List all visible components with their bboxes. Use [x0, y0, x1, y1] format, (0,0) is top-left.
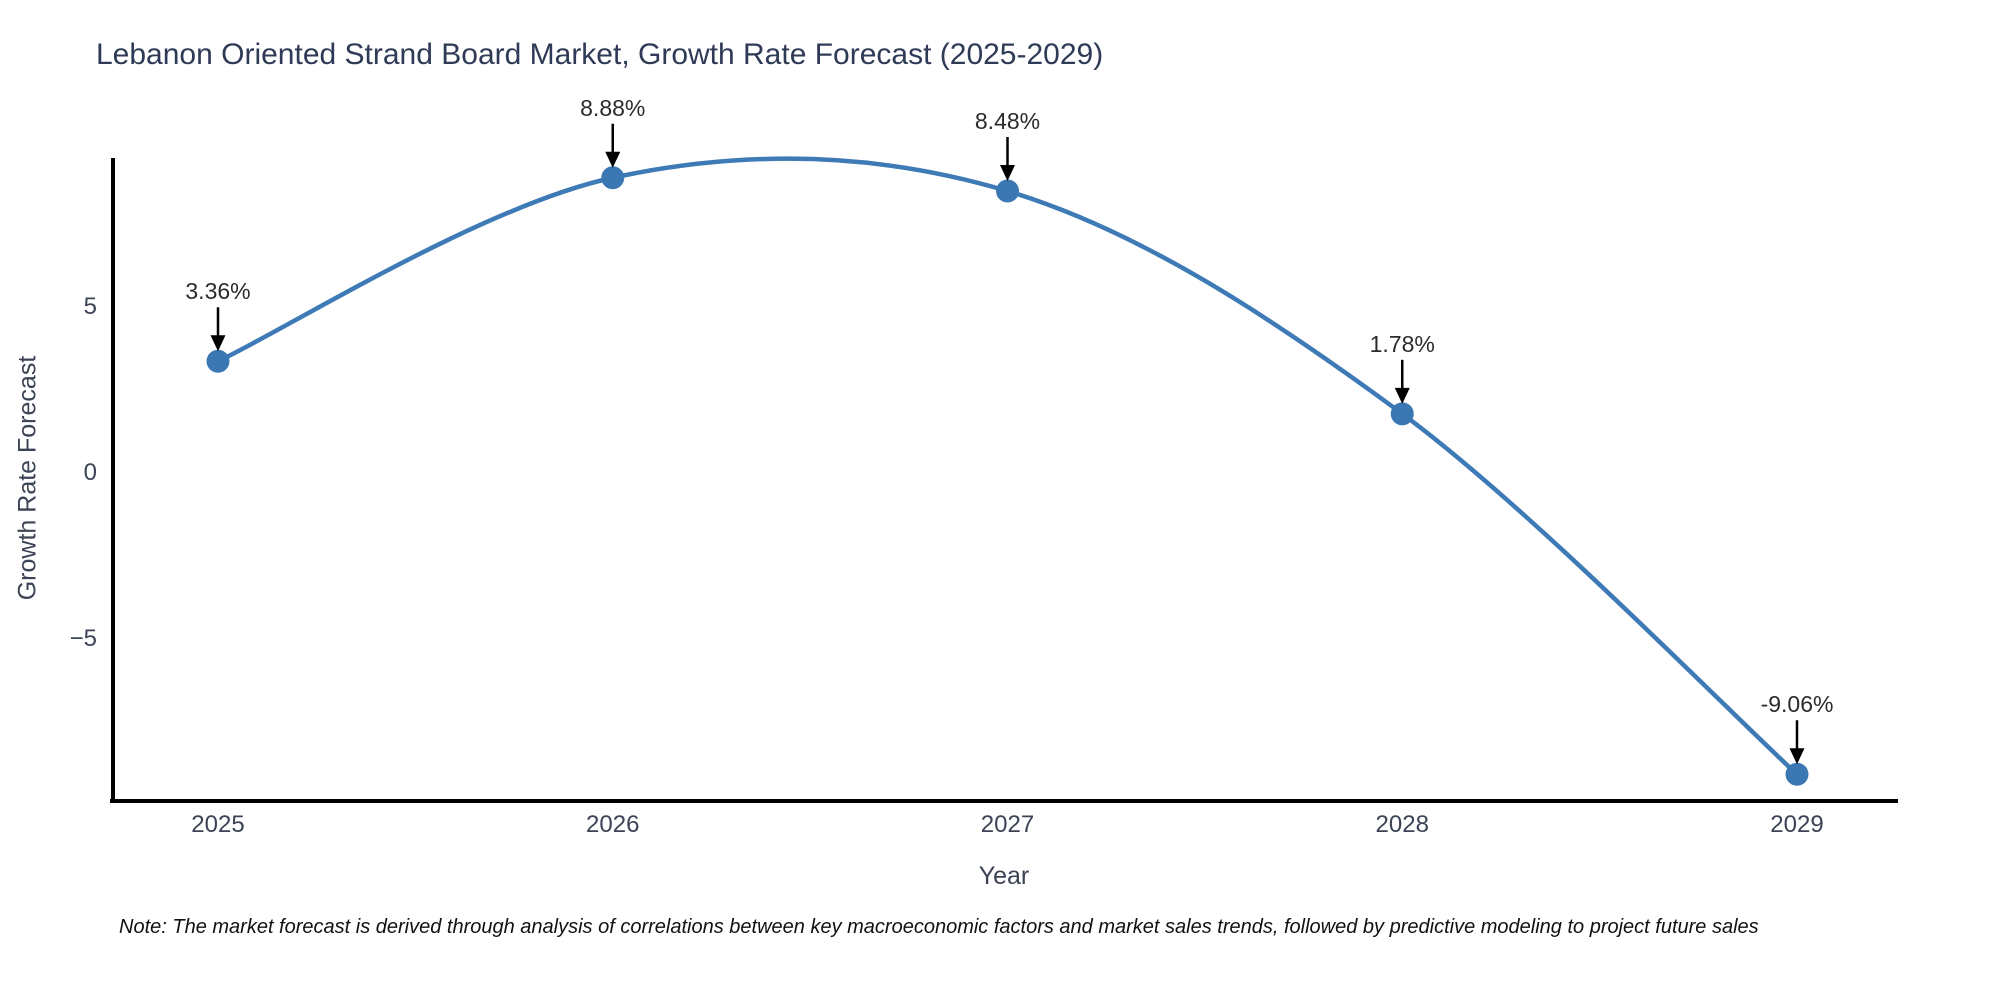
- x-tick-label: 2027: [980, 811, 1035, 838]
- annotation-arrow-head: [605, 151, 621, 168]
- x-tick-label: 2025: [191, 811, 245, 838]
- y-tick-label: −5: [69, 625, 97, 653]
- point-value-label: 8.48%: [974, 108, 1041, 135]
- annotation-arrow-head: [1789, 748, 1805, 765]
- y-tick-label: 0: [83, 459, 97, 486]
- point-value-label: 1.78%: [1369, 330, 1435, 357]
- x-tick-label: 2026: [586, 811, 640, 838]
- trend-line: [217, 156, 1799, 776]
- point-value-label: -9.06%: [1760, 691, 1834, 718]
- x-tick-label: 2028: [1375, 811, 1429, 838]
- annotation-arrow-head: [210, 335, 226, 352]
- data-point-marker: [1785, 762, 1809, 786]
- x-tick-label: 2029: [1770, 811, 1824, 838]
- y-axis-line: [111, 158, 115, 803]
- annotation-arrow-head: [1394, 387, 1410, 404]
- data-point-marker: [206, 349, 230, 373]
- data-point-marker: [996, 179, 1019, 203]
- point-value-label: 3.36%: [185, 278, 251, 305]
- chart-title: Lebanon Oriented Strand Board Market, Gr…: [96, 38, 1104, 71]
- data-point-marker: [1390, 402, 1414, 426]
- data-point-marker: [601, 166, 625, 190]
- footnote: Note: The market forecast is derived thr…: [119, 916, 1759, 938]
- point-value-label: 8.88%: [580, 94, 646, 121]
- x-axis-line: [110, 799, 1898, 803]
- x-axis-title: Year: [978, 862, 1030, 890]
- annotation-arrow-head: [1000, 165, 1015, 182]
- y-tick-label: 5: [83, 292, 97, 320]
